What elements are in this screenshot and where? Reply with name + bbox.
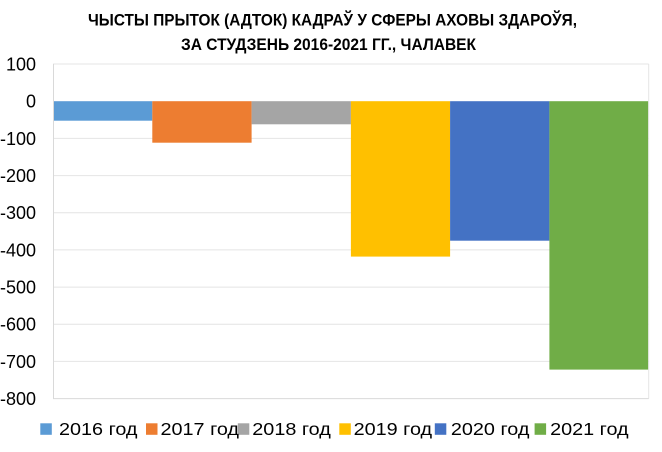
svg-text:-400: -400 xyxy=(0,240,36,260)
svg-text:-100: -100 xyxy=(0,129,36,149)
svg-text:ЧЫСТЫ ПРЫТОК (АДТОК) КАДРАЎ У: ЧЫСТЫ ПРЫТОК (АДТОК) КАДРАЎ У СФЕРЫ АХОВ… xyxy=(88,10,577,30)
svg-text:2019 год: 2019 год xyxy=(354,419,433,439)
svg-text:2020 год: 2020 год xyxy=(451,419,530,439)
svg-text:2016 год: 2016 год xyxy=(59,419,138,439)
svg-text:-500: -500 xyxy=(0,278,36,298)
svg-text:2021 год: 2021 год xyxy=(550,419,629,439)
svg-text:-800: -800 xyxy=(0,389,36,409)
svg-text:-700: -700 xyxy=(0,352,36,372)
svg-text:-600: -600 xyxy=(0,315,36,335)
svg-text:ЗА СТУДЗЕНЬ 2016-2021 ГГ., ЧАЛ: ЗА СТУДЗЕНЬ 2016-2021 ГГ., ЧАЛАВЕК xyxy=(181,35,477,54)
svg-text:100: 100 xyxy=(6,54,36,74)
svg-text:-300: -300 xyxy=(0,203,36,223)
svg-text:0: 0 xyxy=(26,92,36,112)
svg-text:-200: -200 xyxy=(0,166,36,186)
svg-text:2017 год: 2017 год xyxy=(161,419,240,439)
svg-text:2018 год: 2018 год xyxy=(252,419,330,439)
